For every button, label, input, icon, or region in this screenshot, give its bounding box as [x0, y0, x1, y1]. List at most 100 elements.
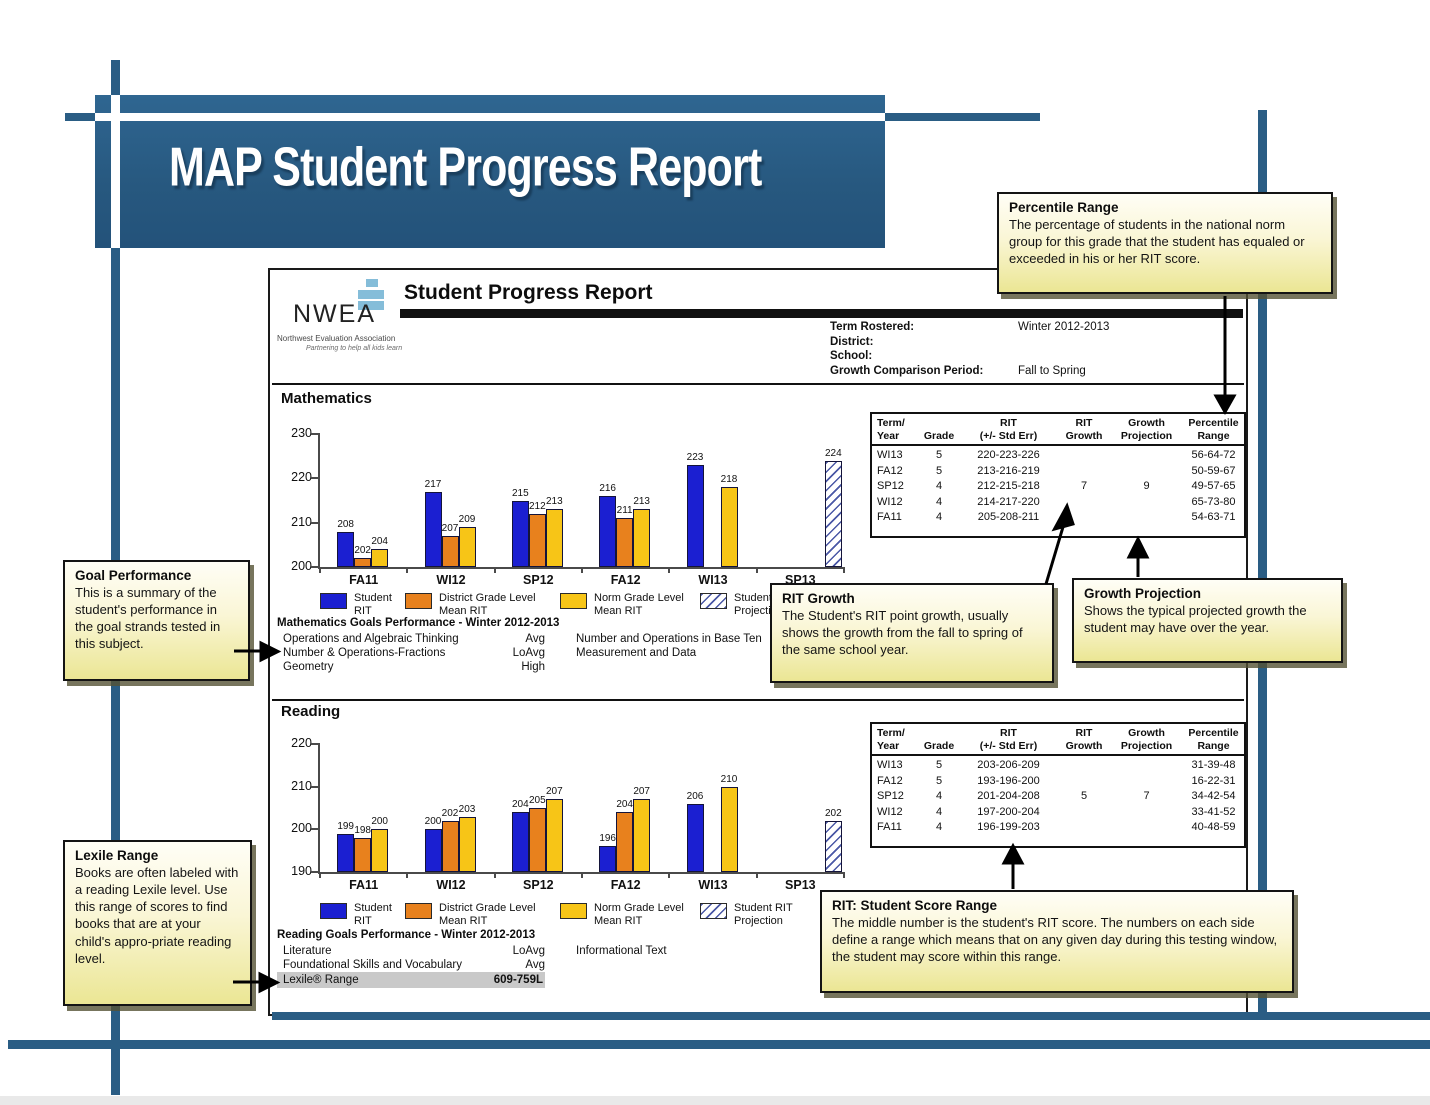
table-cell: 16-22-31 — [1191, 774, 1236, 787]
bar-value-label: 205 — [528, 795, 546, 806]
column-header: Percentile Range — [1188, 727, 1239, 752]
table-cell: 5 — [1080, 790, 1088, 803]
bar-value-label: 211 — [616, 505, 633, 517]
bar-value-label: 213 — [545, 496, 563, 508]
report-title: Student Progress Report — [404, 281, 653, 304]
banner-vertical-white-line — [111, 95, 120, 248]
nwea-logo-icon — [358, 290, 384, 299]
bar-value-label: 212 — [528, 500, 546, 512]
bar-value-label: 207 — [545, 786, 563, 798]
banner-horizontal-white-line — [95, 113, 885, 121]
callout-text: The Student's RIT point growth, usually … — [782, 608, 1023, 658]
lexile-range-row: Lexile® Range 609-759L — [277, 972, 545, 988]
goal-row: Foundational Skills and Vocabulary Avg — [283, 958, 545, 972]
x-axis-category-label: WI13 — [698, 573, 728, 587]
table-cell: FA11 — [877, 511, 902, 524]
goal-row: Geometry High — [283, 660, 545, 674]
goal-rating: Avg — [525, 959, 545, 971]
table-cell — [1058, 805, 1110, 821]
bar-norm-grade-mean — [371, 829, 389, 872]
table-row: FA11 4 205-208-211 54-63-71 — [872, 510, 1244, 526]
y-axis-tick — [311, 433, 320, 435]
table-cell: 7 — [1080, 480, 1088, 493]
y-axis-tick — [311, 871, 320, 873]
x-axis-tick — [319, 567, 321, 573]
x-axis-tick — [843, 567, 845, 573]
goal-name: Geometry — [283, 661, 334, 673]
bottom-gray-strip — [0, 1096, 1430, 1105]
bar-value-label: 218 — [720, 474, 738, 486]
bar-value-label: 209 — [458, 514, 476, 526]
reading-goals-left-column: Literature LoAvg Foundational Skills and V… — [283, 944, 545, 972]
bar-value-label: 198 — [354, 824, 371, 836]
reading-bar-chart: 220 210 200 190 FA11 WI12 SP12 FA12 WI13 SP13 199 2… — [291, 736, 845, 892]
math-goals-right-column: Number and Operations in Base Ten Measure… — [576, 632, 856, 660]
table-cell: 4 — [935, 790, 943, 803]
table-row: WI13 5 220-223-226 56-64-72 — [872, 448, 1244, 464]
table-cell: FA12 — [877, 464, 903, 477]
x-axis-tick — [843, 872, 845, 878]
bar-norm-grade-mean — [720, 487, 738, 567]
bar-norm-grade-mean — [633, 799, 651, 872]
top-horizontal-frame-line-left — [65, 113, 95, 121]
bar-norm-grade-mean — [720, 786, 738, 872]
table-cell: 5 — [935, 759, 943, 772]
y-axis-tick-label: 220 — [291, 736, 312, 750]
table-cell — [1110, 464, 1183, 480]
bar-value-label: 202 — [354, 545, 371, 557]
table-cell — [1058, 464, 1110, 480]
table-cell: 40-48-59 — [1191, 821, 1236, 834]
section-title-mathematics: Mathematics — [281, 390, 372, 407]
bar-value-label: 223 — [686, 452, 704, 464]
callout-title: Lexile Range — [75, 848, 159, 863]
goal-name: Foundational Skills and Vocabulary — [283, 959, 463, 971]
table-cell: 34-42-54 — [1191, 790, 1236, 803]
table-cell: 49-57-65 — [1191, 480, 1236, 493]
table-cell: FA12 — [877, 774, 903, 787]
table-header-row: Term/ Year Grade RIT (+/- Std Err) RIT Grow… — [872, 724, 1244, 757]
section-divider-rule — [272, 699, 1244, 701]
bar-value-label: 208 — [337, 518, 354, 530]
bar-value-label: 217 — [424, 478, 442, 490]
bar-district-grade-mean — [441, 820, 459, 872]
info-label: Growth Comparison Period: — [830, 365, 984, 377]
bar-student-rit — [686, 465, 704, 567]
callout-text: Shows the typical projected growth the s… — [1084, 603, 1307, 636]
column-header: Term/ Year — [877, 417, 905, 442]
nwea-logo-text: NWEA — [293, 300, 376, 328]
bar-student-rit — [511, 812, 529, 872]
bar-norm-grade-mean — [371, 549, 389, 567]
y-axis-tick — [311, 743, 320, 745]
reading-rit-table: Term/ Year Grade RIT (+/- Std Err) RIT Grow… — [870, 722, 1246, 848]
bar-value-label: 202 — [824, 807, 842, 819]
legend-swatch-student-rit-projection — [700, 593, 727, 609]
bar-value-label: 200 — [424, 816, 442, 828]
goal-rating: LoAvg — [512, 945, 545, 957]
mathematics-rit-table: Term/ Year Grade RIT (+/- Std Err) RIT Grow… — [870, 412, 1246, 538]
bar-student-rit — [424, 829, 442, 872]
column-header: Grade — [923, 739, 955, 752]
x-axis-tick — [319, 872, 321, 878]
bar-value-label: 202 — [441, 807, 459, 819]
legend-swatch-student-rit — [320, 903, 347, 919]
y-axis-tick — [311, 477, 320, 480]
column-header: Term/ Year — [877, 727, 905, 752]
table-cell: 56-64-72 — [1191, 449, 1236, 462]
table-cell: 214-217-220 — [977, 495, 1040, 508]
title-underline-bar — [400, 309, 1243, 318]
table-cell: WI13 — [877, 759, 903, 772]
bar-student-rit — [337, 833, 355, 872]
bar-value-label: 224 — [824, 447, 842, 459]
table-row: FA12 5 213-216-219 50-59-67 — [872, 464, 1244, 480]
legend-swatch-norm-grade-mean — [560, 903, 587, 919]
bar-district-grade-mean — [441, 535, 459, 567]
bar-value-label: 210 — [720, 773, 738, 785]
x-axis-category-label: WI13 — [698, 878, 728, 892]
y-axis-tick-label: 200 — [291, 559, 312, 573]
x-axis-category-label: SP12 — [523, 573, 554, 587]
mathematics-chart-legend: Student RIT District Grade Level Mean RIT… — [272, 592, 1112, 626]
table-cell: FA11 — [877, 821, 902, 834]
legend-item-district-grade-mean: District Grade Level Mean RIT — [405, 902, 539, 928]
bar-student-rit — [511, 500, 529, 567]
